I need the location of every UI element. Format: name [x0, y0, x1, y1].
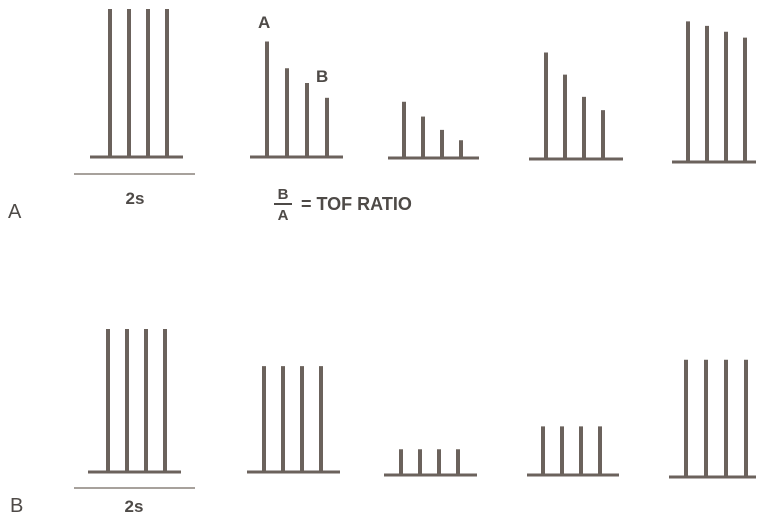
panel-a-time-label: 2s [126, 189, 145, 208]
twitch-group-partial-block [247, 366, 340, 474]
ratio-numerator: B [278, 186, 289, 203]
ratio-text: = TOF RATIO [301, 194, 412, 214]
twitch-group-recovery [527, 426, 619, 477]
annotation-a: A [258, 13, 270, 32]
twitch-group-control [88, 329, 181, 474]
panel-b-bars [88, 329, 756, 479]
twitch-group-deep-block [384, 449, 477, 477]
twitch-group-full-recovery [672, 21, 756, 164]
panel-a-label: A [8, 201, 22, 223]
annotation-b: B [316, 67, 328, 86]
twitch-group-deep-block [388, 101, 479, 160]
panel-a-bars [90, 9, 756, 164]
twitch-group-control [90, 9, 183, 159]
panel-b-label: B [10, 495, 23, 517]
panel-b-time-label: 2s [125, 497, 144, 516]
twitch-group-recovery [529, 52, 623, 161]
twitch-group-full-recovery [669, 359, 756, 479]
twitch-group-fade-onset [250, 41, 343, 159]
ratio-denominator: A [278, 207, 289, 224]
